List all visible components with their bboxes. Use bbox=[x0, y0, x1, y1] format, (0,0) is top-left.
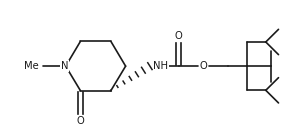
Text: Me: Me bbox=[24, 61, 39, 71]
Text: O: O bbox=[200, 61, 208, 71]
Text: O: O bbox=[175, 31, 183, 41]
Text: O: O bbox=[76, 116, 84, 126]
Text: NH: NH bbox=[153, 61, 168, 71]
Text: N: N bbox=[60, 61, 68, 71]
